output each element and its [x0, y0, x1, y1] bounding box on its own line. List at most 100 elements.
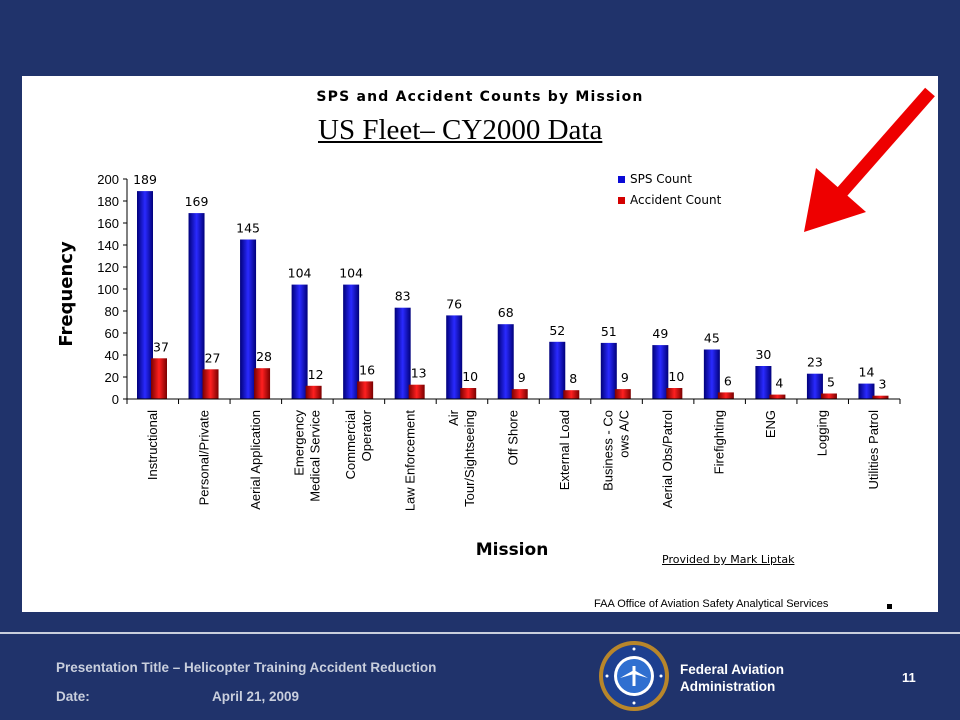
sps-data-label: 49 [652, 326, 668, 341]
accident-count-bar [408, 384, 425, 399]
accident-count-bar [254, 368, 271, 399]
agency-name-line2: Administration [680, 679, 776, 694]
chart-title: SPS and Accident Counts by Mission [316, 89, 644, 105]
legend-label-sps: SPS Count [630, 172, 692, 186]
sps-count-bar [394, 307, 411, 399]
legend-swatch-sps [618, 176, 625, 183]
legend-swatch-accident [618, 197, 625, 204]
sps-count-bar [858, 383, 875, 399]
agency-name-line1: Federal Aviation [680, 662, 785, 677]
y-tick-label: 160 [97, 216, 119, 231]
sps-count-bar [497, 324, 514, 399]
sps-count-bar [343, 284, 360, 399]
accident-data-label: 3 [878, 377, 886, 392]
sps-count-bar [755, 366, 772, 399]
y-tick-label: 40 [105, 348, 119, 363]
sps-data-label: 189 [133, 172, 157, 187]
y-tick-label: 20 [105, 370, 119, 385]
accident-count-bar [820, 393, 837, 399]
accident-count-bar [460, 388, 477, 399]
accident-count-bar [614, 389, 631, 399]
category-label: Firefighting [712, 410, 727, 474]
date-value: April 21, 2009 [212, 689, 300, 704]
category-label: Aerial Obs/Patrol [660, 410, 675, 508]
sps-data-label: 30 [755, 347, 771, 362]
category-label: Instructional [145, 410, 160, 480]
y-tick-label: 80 [105, 304, 119, 319]
category-label: ENG [763, 410, 778, 438]
category-label: Aerial Application [248, 410, 263, 510]
sps-count-bar [188, 213, 205, 399]
category-label: Business - Co [601, 410, 616, 491]
accident-count-bar [511, 389, 528, 399]
accident-data-label: 13 [411, 366, 427, 381]
category-label: Utilities Patrol [866, 410, 881, 490]
accident-count-bar [717, 392, 734, 399]
sps-count-bar [652, 345, 669, 399]
accident-count-bar [666, 388, 683, 399]
accident-count-bar [563, 390, 580, 399]
category-label: Emergency [291, 410, 306, 476]
category-label: Commercial [343, 410, 358, 479]
legend-label-accident: Accident Count [630, 193, 722, 207]
source-note: FAA Office of Aviation Safety Analytical… [594, 598, 829, 610]
sps-count-bar [806, 373, 823, 399]
y-tick-label: 140 [97, 238, 119, 253]
accident-data-label: 16 [359, 362, 375, 377]
accident-data-label: 9 [518, 370, 526, 385]
sps-count-bar [549, 341, 566, 399]
y-tick-label: 200 [97, 172, 119, 187]
sps-count-bar [446, 315, 463, 399]
category-label: Off Shore [506, 410, 521, 465]
category-label: Logging [815, 410, 830, 456]
accident-data-label: 12 [308, 367, 324, 382]
sps-data-label: 51 [601, 324, 617, 339]
accident-count-bar [872, 395, 889, 399]
category-label: ows A/C [617, 410, 632, 458]
category-label: Air [446, 409, 461, 426]
sps-data-label: 104 [339, 266, 363, 281]
accident-data-label: 9 [621, 370, 629, 385]
accident-count-bar [769, 394, 786, 399]
y-tick-label: 100 [97, 282, 119, 297]
category-label: Personal/Private [196, 410, 211, 505]
accident-data-label: 27 [205, 350, 221, 365]
sps-data-label: 104 [288, 266, 312, 281]
category-label: Law Enforcement [402, 410, 417, 512]
accident-count-bar [202, 369, 219, 399]
accident-data-label: 8 [569, 371, 577, 386]
sps-count-bar [291, 284, 308, 399]
red-arrow-icon [804, 87, 935, 232]
page-number: 11 [902, 670, 916, 685]
sps-data-label: 14 [859, 365, 875, 380]
accident-data-label: 10 [462, 369, 478, 384]
sps-count-bar [137, 191, 153, 399]
sps-data-label: 68 [498, 305, 514, 320]
source-dot [887, 604, 892, 609]
faa-seal-icon [599, 641, 669, 711]
category-label: Medical Service [307, 410, 322, 502]
y-axis-title: Frequency [56, 241, 77, 347]
sps-count-bar [600, 342, 617, 399]
sps-data-label: 145 [236, 221, 260, 236]
chart-subtitle: US Fleet– CY2000 Data [318, 114, 603, 146]
category-label: Operator [359, 409, 374, 461]
sps-count-bar [240, 239, 257, 399]
accident-count-bar [357, 381, 374, 399]
accident-data-label: 4 [775, 376, 783, 391]
accident-count-bar [305, 385, 322, 399]
presentation-title: Presentation Title – Helicopter Training… [56, 660, 437, 675]
date-label: Date: [56, 689, 90, 704]
y-tick-label: 180 [97, 194, 119, 209]
accident-count-bar [151, 358, 167, 399]
y-tick-label: 120 [97, 260, 119, 275]
accident-data-label: 5 [827, 375, 835, 390]
sps-data-label: 169 [185, 194, 209, 209]
credit-note: Provided by Mark Liptak [662, 553, 795, 566]
footer-divider [0, 632, 960, 634]
accident-data-label: 28 [256, 349, 272, 364]
accident-data-label: 10 [668, 369, 684, 384]
category-label: External Load [557, 410, 572, 490]
y-tick-label: 60 [105, 326, 119, 341]
